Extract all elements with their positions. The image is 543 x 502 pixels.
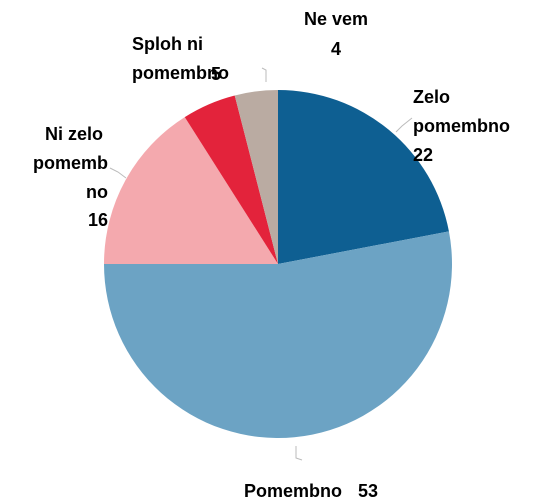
slice-label: Zelo pomembno (413, 87, 510, 136)
slice-value-label: 53 (358, 481, 378, 501)
slice-label: Sploh ni pomembno (132, 34, 229, 83)
leader-lines (109, 67, 413, 461)
leader-line (109, 167, 127, 179)
slice-label: Pomembno (244, 481, 342, 501)
leader-line (395, 117, 413, 133)
leader-line (295, 446, 303, 461)
slice-value-label: 5 (211, 64, 221, 84)
slice-value-label: 22 (413, 145, 433, 165)
slice-label: Ni zelo pomemb no (33, 124, 108, 202)
leader-line (261, 67, 267, 82)
pie-slice (278, 90, 449, 264)
pie-slice (234, 90, 278, 264)
slice-value-label: 16 (88, 210, 108, 230)
slice-value-label: 4 (331, 39, 341, 59)
pie-slice (104, 117, 278, 264)
pie-slice (104, 231, 453, 439)
pie-slice (184, 95, 278, 265)
slice-label: Ne vem (304, 9, 368, 29)
